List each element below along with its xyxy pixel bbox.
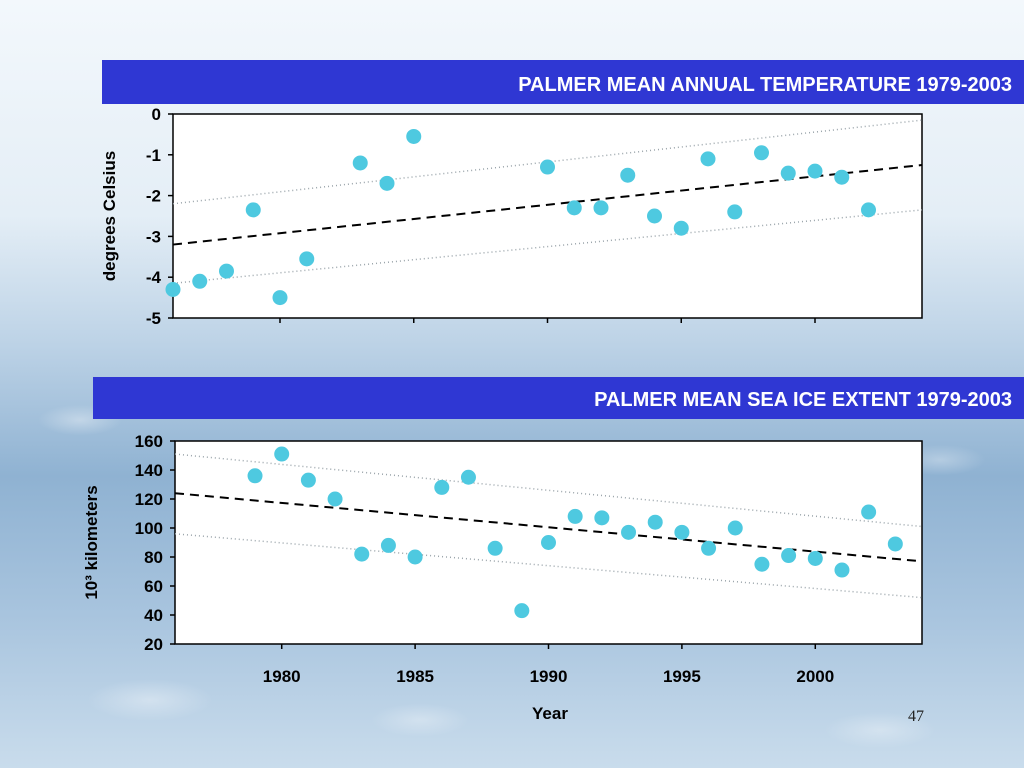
temp-data-point: [540, 159, 555, 175]
ice-data-point: [247, 468, 263, 484]
ice-data-point: [354, 546, 370, 562]
temp-y-tick-label: 0: [152, 105, 161, 124]
temp-data-point: [647, 208, 662, 224]
ice-data-point: [727, 520, 743, 536]
ice-x-tick-label: 1995: [663, 667, 701, 686]
ice-data-point: [407, 549, 423, 565]
ice-data-point: [434, 479, 450, 495]
temp-data-point: [834, 169, 850, 185]
temp-plot-area: [172, 113, 923, 319]
ice-x-tick-label: 2000: [796, 667, 834, 686]
temp-y-axis-label: degrees Celsius: [100, 151, 119, 281]
ice-band-lower: [174, 533, 923, 599]
ice-data-point: [514, 603, 530, 619]
temp-data-point: [754, 145, 769, 161]
temp-y-tick-label: -2: [146, 187, 161, 206]
ice-y-tick-label: 80: [144, 548, 163, 567]
temp-data-point: [245, 202, 261, 218]
temp-data-point: [861, 202, 876, 218]
temp-y-tick-label: -1: [146, 146, 161, 165]
temp-y-tick-label: -5: [146, 309, 161, 328]
ice-y-tick-label: 40: [144, 606, 163, 625]
ice-data-point: [807, 550, 823, 566]
temp-data-point: [673, 220, 689, 236]
ice-data-point: [674, 524, 690, 540]
ice-data-point: [861, 504, 877, 520]
ice-data-point: [754, 556, 770, 572]
temp-data-point: [352, 155, 368, 171]
ice-data-point: [834, 562, 850, 578]
temp-data-point: [299, 251, 315, 267]
temp-trend-line: [172, 164, 923, 246]
temp-data-point: [780, 165, 796, 181]
temp-data-point: [165, 281, 181, 297]
ice-x-tick-label: 1985: [396, 667, 434, 686]
ice-x-tick-label: 1990: [530, 667, 568, 686]
ice-data-point: [621, 524, 637, 540]
ice-data-point: [701, 540, 717, 556]
temp-y-tick-label: -3: [146, 227, 161, 246]
temp-data-point: [727, 204, 743, 220]
temp-y-tick-label: -4: [146, 268, 162, 287]
ice-y-tick-label: 160: [135, 432, 163, 451]
ice-data-point: [567, 508, 583, 524]
temperature-chart-title: PALMER MEAN ANNUAL TEMPERATURE 1979-2003: [102, 60, 1024, 104]
temp-data-point: [807, 163, 823, 179]
temp-band-lower: [172, 209, 923, 285]
ice-y-tick-label: 120: [135, 490, 163, 509]
ice-y-tick-label: 140: [135, 461, 163, 480]
ice-y-tick-label: 100: [135, 519, 163, 538]
sea-ice-chart-title: PALMER MEAN SEA ICE EXTENT 1979-2003: [93, 377, 1024, 419]
page-number: 47: [908, 708, 924, 725]
temp-data-point: [219, 263, 234, 279]
ice-y-tick-label: 60: [144, 577, 163, 596]
temp-data-point: [192, 273, 208, 289]
temp-data-point: [272, 290, 288, 306]
ice-data-point: [887, 536, 903, 552]
temp-data-point: [593, 200, 609, 216]
temp-data-point: [406, 128, 422, 144]
ice-x-tick-label: 1980: [263, 667, 301, 686]
ice-y-tick-label: 20: [144, 635, 163, 654]
temp-data-point: [566, 200, 582, 216]
ice-data-point: [541, 535, 556, 550]
ice-data-point: [300, 472, 316, 488]
temp-data-point: [379, 175, 395, 191]
ice-data-point: [781, 548, 797, 564]
ice-y-axis-label: 10³ kilometers: [82, 485, 101, 599]
temp-data-point: [700, 151, 716, 167]
ice-data-point: [487, 540, 503, 556]
ice-data-point: [380, 537, 396, 553]
ice-data-point: [460, 469, 476, 485]
ice-data-point: [274, 446, 290, 462]
ice-trend-line: [174, 492, 923, 563]
ice-data-point: [594, 510, 610, 526]
temp-data-point: [620, 167, 636, 183]
ice-data-point: [647, 514, 663, 530]
ice-x-axis-label: Year: [532, 704, 568, 723]
ice-data-point: [327, 491, 343, 507]
